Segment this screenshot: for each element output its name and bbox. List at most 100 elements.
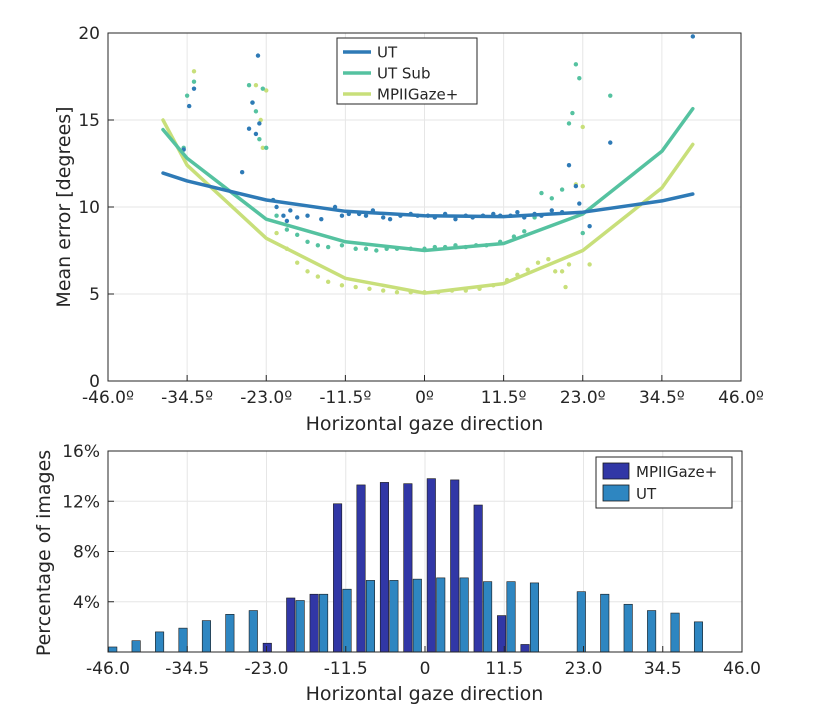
scatter-point xyxy=(281,213,286,218)
bottom-x-tick-label: -34.5 xyxy=(165,659,209,679)
scatter-point xyxy=(566,262,572,267)
scatter-point xyxy=(608,93,613,98)
top-x-tick-label: 46.0º xyxy=(718,388,764,408)
scatter-point xyxy=(587,262,592,267)
bar xyxy=(379,482,389,653)
bottom-x-tick-label: -11.5 xyxy=(324,659,368,679)
legend-label: UT Sub xyxy=(377,65,430,83)
bar xyxy=(108,646,118,653)
scatter-point xyxy=(257,121,262,126)
scatter-point xyxy=(315,274,321,279)
scatter-point xyxy=(573,62,579,67)
fit-line xyxy=(161,118,695,295)
bar xyxy=(450,479,460,653)
scatter-point xyxy=(339,213,345,218)
top-chart-scatter-fit: -46.0º -34.5º -23.0º -11.5º 0º 11.5º 23.0º 34.5… xyxy=(53,24,764,435)
top-x-tick-label: 11.5º xyxy=(481,388,527,408)
bar xyxy=(131,640,141,653)
scatter-point xyxy=(535,260,541,265)
scatter-point xyxy=(587,223,592,229)
scatter-point xyxy=(367,286,372,291)
scatter-point xyxy=(253,83,259,88)
scatter-point xyxy=(288,208,293,213)
scatter-point xyxy=(295,215,300,220)
scatter-point xyxy=(573,183,579,189)
bottom-bars xyxy=(108,478,703,653)
bar xyxy=(389,580,399,653)
bar xyxy=(459,577,469,653)
bar xyxy=(262,642,272,653)
scatter-point xyxy=(522,229,527,234)
bar xyxy=(295,600,305,653)
scatter-point xyxy=(580,183,585,189)
scatter-point xyxy=(525,267,530,272)
bottom-x-tick-label: 11.5 xyxy=(485,659,523,679)
scatter-point xyxy=(255,53,261,58)
scatter-point xyxy=(239,170,245,175)
bar xyxy=(670,612,680,653)
top-legend: UT UT Sub MPIIGaze+ xyxy=(336,37,478,105)
bar xyxy=(342,588,352,653)
bottom-legend: MPIIGaze+ UT xyxy=(595,456,733,509)
bar xyxy=(436,577,446,653)
scatter-point xyxy=(549,208,554,213)
top-y-axis-title: Mean error [degrees] xyxy=(53,106,75,307)
top-x-tick-label: -11.5º xyxy=(319,388,371,408)
bar xyxy=(365,580,375,653)
scatter-point xyxy=(264,145,269,151)
scatter-point xyxy=(394,290,400,295)
bottom-x-axis-title: Horizontal gaze direction xyxy=(306,683,544,705)
bottom-x-tick-label: 46.0 xyxy=(723,659,761,679)
bar xyxy=(319,593,329,653)
legend-label: MPIIGaze+ xyxy=(377,86,458,104)
scatter-point xyxy=(559,187,565,192)
scatter-point xyxy=(553,269,558,274)
top-y-tick-label: 0 xyxy=(89,372,100,392)
top-ticks: -46.0º -34.5º -23.0º -11.5º 0º 11.5º 23.0º 34.5… xyxy=(78,24,764,408)
scatter-point xyxy=(690,34,696,39)
scatter-point xyxy=(191,86,197,91)
scatter-point xyxy=(264,88,269,93)
bar xyxy=(520,644,530,653)
scatter-point xyxy=(186,103,192,109)
scatter-point xyxy=(339,243,345,248)
scatter-point xyxy=(246,83,252,88)
scatter-point xyxy=(305,239,310,244)
fit-line xyxy=(161,171,695,219)
scatter-point xyxy=(566,121,572,126)
scatter-point xyxy=(325,279,331,285)
scatter-point xyxy=(295,232,300,238)
scatter-point xyxy=(315,243,321,248)
scatter-point xyxy=(559,269,565,274)
bar xyxy=(623,603,633,653)
top-x-tick-label: -23.0º xyxy=(240,388,292,408)
bar xyxy=(178,627,188,653)
bottom-y-axis-title: Percentage of images xyxy=(33,450,55,656)
scatter-point xyxy=(305,269,310,274)
bottom-ticks: -46.0 -34.5 -23.0 -11.5 0 11.5 23.0 34.5 46.0 4% 8… xyxy=(62,442,761,679)
top-y-tick-label: 15 xyxy=(78,111,100,131)
scatter-point xyxy=(577,76,582,81)
bar xyxy=(356,484,366,653)
bottom-x-tick-label: -23.0 xyxy=(245,659,289,679)
scatter-point xyxy=(374,248,379,253)
scatter-point xyxy=(387,216,393,222)
scatter-point xyxy=(363,246,369,251)
bar xyxy=(647,610,657,653)
top-x-tick-label: -34.5º xyxy=(161,388,213,408)
scatter-point xyxy=(258,117,263,123)
scatter-point xyxy=(546,257,551,262)
top-y-tick-label: 5 xyxy=(89,285,100,305)
scatter-point xyxy=(274,213,279,218)
bar xyxy=(473,504,483,653)
scatter-point xyxy=(353,246,358,251)
scatter-point xyxy=(515,210,520,215)
bar xyxy=(155,631,165,653)
legend-swatch xyxy=(602,484,630,502)
top-x-tick-label: -46.0º xyxy=(82,388,134,408)
bottom-x-tick-label: 0 xyxy=(420,659,431,679)
bar xyxy=(483,581,493,653)
scatter-point xyxy=(566,163,572,168)
bar xyxy=(529,582,539,653)
bar xyxy=(600,593,610,653)
